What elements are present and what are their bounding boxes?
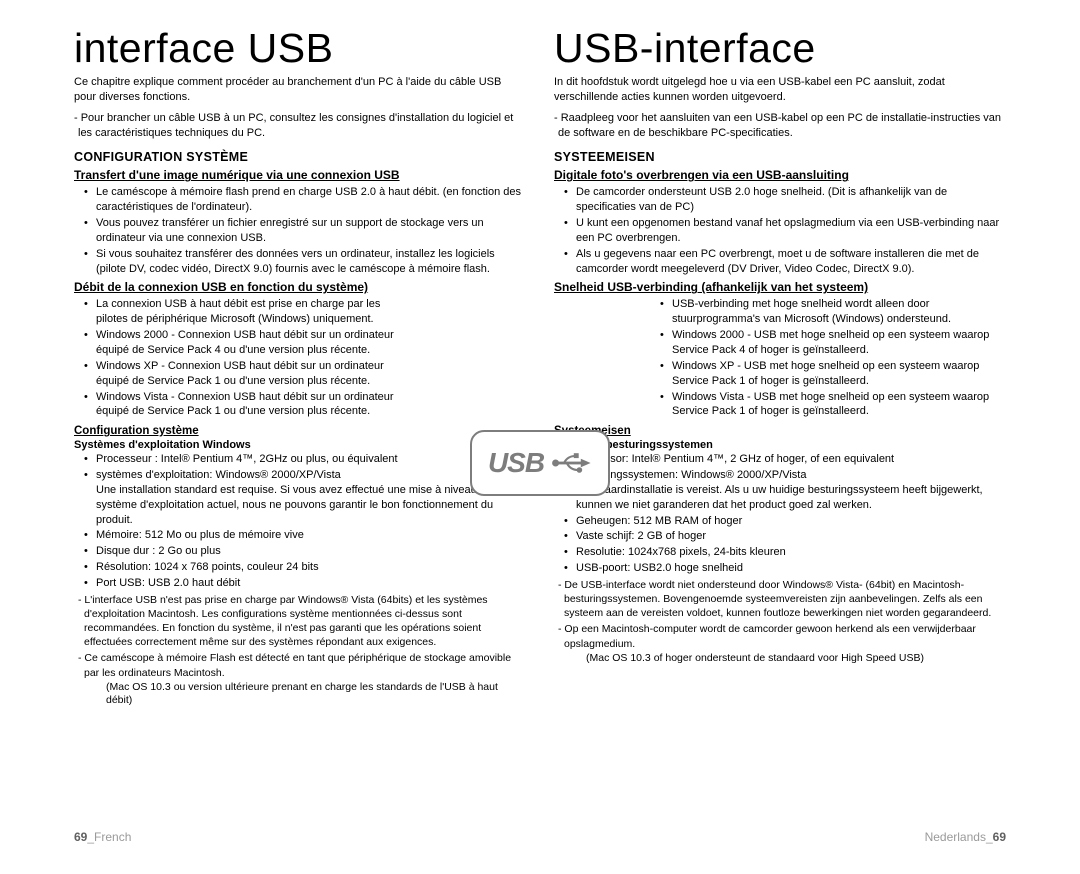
subheading-transfer-fr: Transfert d'une image numérique via une … xyxy=(74,168,526,182)
list-item: systèmes d'exploitation: Windows® 2000/X… xyxy=(96,468,526,527)
list-item: La connexion USB à haut débit est prise … xyxy=(96,297,404,327)
page-footer: 69_French Nederlands_69 xyxy=(74,830,1006,844)
list-sysreq-nl: Processor: Intel® Pentium 4™, 2 GHz of h… xyxy=(554,452,1006,576)
subheading-sysreq-nl: Systeemeisen xyxy=(554,425,1006,437)
list-item: USB-verbinding met hoge snelheid wordt a… xyxy=(672,297,1006,327)
list-speed-fr: La connexion USB à haut débit est prise … xyxy=(74,297,404,419)
os-heading-nl: Windows-besturingssystemen xyxy=(554,439,1006,451)
left-column: interface USB Ce chapitre explique comme… xyxy=(74,28,526,708)
footer-left: 69_French xyxy=(74,830,131,844)
warn-note-fr: - Ce caméscope à mémoire Flash est détec… xyxy=(74,651,526,679)
mac-note-nl: (Mac OS 10.3 of hoger ondersteunt de sta… xyxy=(554,652,1006,666)
note-fr: - Pour brancher un câble USB à un PC, co… xyxy=(74,111,526,141)
subheading-speed-fr: Débit de la connexion USB en fonction du… xyxy=(74,280,526,294)
list-speed-nl: USB-verbinding met hoge snelheid wordt a… xyxy=(654,297,1006,419)
list-item: Besturingssystemen: Windows® 2000/XP/Vis… xyxy=(576,468,1006,513)
footer-lang-right: Nederlands xyxy=(925,830,986,844)
heading-config-nl: SYSTEEMEISEN xyxy=(554,150,1006,164)
list-item: Mémoire: 512 Mo ou plus de mémoire vive xyxy=(96,528,526,543)
list-item: Geheugen: 512 MB RAM of hoger xyxy=(576,514,1006,529)
page-number-left: 69 xyxy=(74,830,87,844)
page-number-right: 69 xyxy=(993,830,1006,844)
usb-logo-icon: USB xyxy=(470,430,610,496)
intro-nl: In dit hoofdstuk wordt uitgelegd hoe u v… xyxy=(554,75,1006,105)
page-title-fr: interface USB xyxy=(74,28,526,69)
list-item: Résolution: 1024 x 768 points, couleur 2… xyxy=(96,560,526,575)
list-item: U kunt een opgenomen bestand vanaf het o… xyxy=(576,216,1006,246)
list-item: Windows 2000 - Connexion USB haut débit … xyxy=(96,328,404,358)
list-item: Processor: Intel® Pentium 4™, 2 GHz of h… xyxy=(576,452,1006,467)
footer-lang-left: French xyxy=(94,830,131,844)
list-item: Si vous souhaitez transférer des données… xyxy=(96,247,526,277)
list-transfer-fr: Le caméscope à mémoire flash prend en ch… xyxy=(74,185,526,276)
list-item: Als u gegevens naar een PC overbrengt, m… xyxy=(576,247,1006,277)
warn-note-fr: - L'interface USB n'est pas prise en cha… xyxy=(74,593,526,650)
list-item: Port USB: USB 2.0 haut débit xyxy=(96,576,526,591)
page-title-nl: USB-interface xyxy=(554,28,1006,69)
intro-fr: Ce chapitre explique comment procéder au… xyxy=(74,75,526,105)
mac-note-fr: (Mac OS 10.3 ou version ultérieure prena… xyxy=(74,681,526,708)
os-heading-fr: Systèmes d'exploitation Windows xyxy=(74,439,526,451)
list-item: Disque dur : 2 Go ou plus xyxy=(96,544,526,559)
subheading-speed-nl: Snelheid USB-verbinding (afhankelijk van… xyxy=(554,280,1006,294)
footer-right: Nederlands_69 xyxy=(925,830,1006,844)
list-item: USB-poort: USB2.0 hoge snelheid xyxy=(576,561,1006,576)
subheading-transfer-nl: Digitale foto's overbrengen via een USB-… xyxy=(554,168,1006,182)
list-item: Windows 2000 - USB met hoge snelheid op … xyxy=(672,328,1006,358)
list-item: Vous pouvez transférer un fichier enregi… xyxy=(96,216,526,246)
heading-config-fr: CONFIGURATION SYSTÈME xyxy=(74,150,526,164)
list-item: Windows Vista - USB met hoge snelheid op… xyxy=(672,390,1006,420)
list-item: Processeur : Intel® Pentium 4™, 2GHz ou … xyxy=(96,452,526,467)
list-item: De camcorder ondersteunt USB 2.0 hoge sn… xyxy=(576,185,1006,215)
usb-trident-icon xyxy=(550,450,592,476)
note-nl: - Raadpleeg voor het aansluiten van een … xyxy=(554,111,1006,141)
list-item: Windows XP - USB met hoge snelheid op ee… xyxy=(672,359,1006,389)
list-sysreq-fr: Processeur : Intel® Pentium 4™, 2GHz ou … xyxy=(74,452,526,591)
subheading-sysreq-fr: Configuration système xyxy=(74,425,526,437)
list-item: Windows Vista - Connexion USB haut débit… xyxy=(96,390,404,420)
list-item: Windows XP - Connexion USB haut débit su… xyxy=(96,359,404,389)
list-item: Vaste schijf: 2 GB of hoger xyxy=(576,529,1006,544)
list-transfer-nl: De camcorder ondersteunt USB 2.0 hoge sn… xyxy=(554,185,1006,276)
list-item: Le caméscope à mémoire flash prend en ch… xyxy=(96,185,526,215)
usb-logo-text: USB xyxy=(488,447,544,479)
list-item: Resolutie: 1024x768 pixels, 24-bits kleu… xyxy=(576,545,1006,560)
warn-note-nl: - De USB-interface wordt niet ondersteun… xyxy=(554,578,1006,621)
right-column: USB-interface In dit hoofdstuk wordt uit… xyxy=(554,28,1006,708)
warn-note-nl: - Op een Macintosh-computer wordt de cam… xyxy=(554,622,1006,650)
